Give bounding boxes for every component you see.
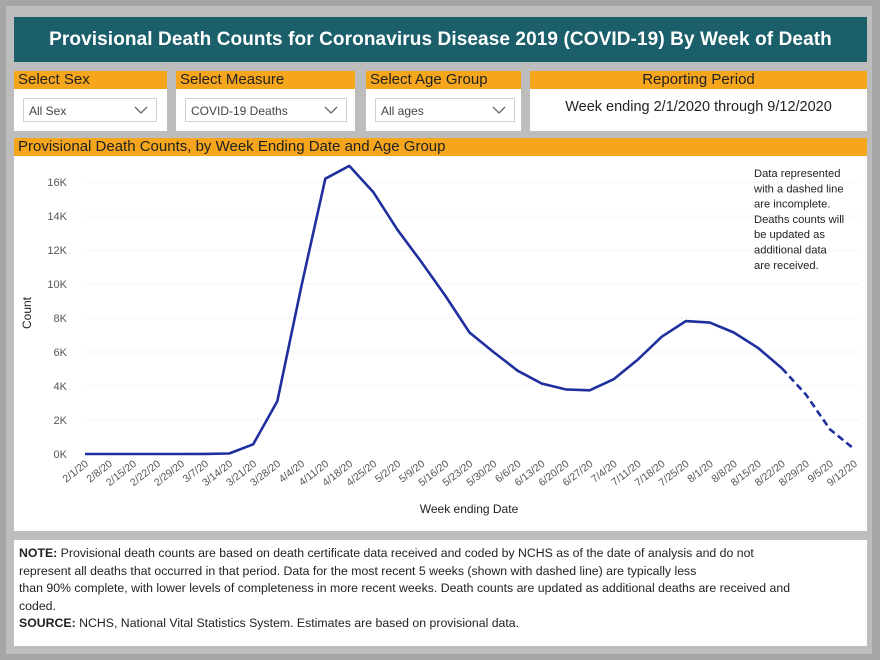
y-tick-label: 14K — [47, 211, 67, 223]
sex-filter-label: Select Sex — [14, 71, 167, 89]
age-filter-label: Select Age Group — [366, 71, 521, 89]
dashboard-title: Provisional Death Counts for Coronavirus… — [14, 17, 867, 62]
chevron-down-icon — [134, 106, 148, 114]
note-panel: NOTE: Provisional death counts are based… — [14, 540, 867, 646]
age-dropdown[interactable]: All ages — [375, 98, 515, 122]
y-axis-title: Count — [20, 296, 34, 329]
sex-dropdown[interactable]: All Sex — [23, 98, 157, 122]
x-axis-title: Week ending Date — [420, 502, 519, 516]
sex-dropdown-value: All Sex — [29, 104, 67, 118]
x-tick-label: 8/1/20 — [685, 458, 716, 486]
reporting-period-value: Week ending 2/1/2020 through 9/12/2020 — [565, 99, 832, 115]
chart-annotation-line: Deaths counts will — [754, 214, 844, 226]
y-tick-label: 0K — [54, 449, 68, 461]
dashboard-title-text: Provisional Death Counts for Coronavirus… — [49, 28, 832, 50]
chart-annotation-line: Data represented — [754, 168, 840, 180]
x-tick-label: 5/2/20 — [373, 458, 404, 486]
chart-panel-header: Provisional Death Counts, by Week Ending… — [14, 138, 867, 156]
y-tick-label: 6K — [54, 347, 68, 359]
source-text: NCHS, National Vital Statistics System. … — [75, 616, 520, 630]
line-chart: 0K2K4K6K8K10K12K14K16K2/1/202/8/202/15/2… — [20, 164, 860, 516]
age-dropdown-value: All ages — [381, 104, 424, 118]
chart-annotation-line: are incomplete. — [754, 199, 831, 211]
series-line-dashed — [780, 367, 855, 450]
sex-filter-card: Select Sex All Sex — [14, 71, 167, 131]
chart-annotation-line: are received. — [754, 260, 819, 272]
source-label: SOURCE: — [19, 616, 76, 630]
chart-annotation-line: be updated as — [754, 229, 825, 241]
note-paragraph: NOTE: Provisional death counts are based… — [19, 545, 862, 615]
measure-filter-card: Select Measure COVID-19 Deaths — [176, 71, 355, 131]
measure-filter-label: Select Measure — [176, 71, 355, 89]
y-tick-label: 12K — [47, 245, 67, 257]
note-text: Provisional death counts are based on de… — [19, 546, 791, 613]
measure-dropdown[interactable]: COVID-19 Deaths — [185, 98, 347, 122]
y-tick-label: 16K — [47, 177, 67, 189]
chart-annotation-line: with a dashed line — [753, 183, 844, 195]
chevron-down-icon — [324, 106, 338, 114]
y-tick-label: 10K — [47, 279, 67, 291]
chart-annotation-line: additional data — [754, 245, 828, 257]
reporting-period-label: Reporting Period — [530, 71, 867, 89]
reporting-period-card: Reporting Period Week ending 2/1/2020 th… — [530, 71, 867, 131]
y-tick-label: 8K — [54, 313, 68, 325]
chart-panel: Provisional Death Counts, by Week Ending… — [14, 138, 867, 531]
series-line-solid — [85, 164, 783, 456]
y-tick-label: 4K — [54, 381, 68, 393]
x-tick-label: 2/1/20 — [60, 458, 91, 486]
measure-dropdown-value: COVID-19 Deaths — [191, 104, 288, 118]
y-tick-label: 2K — [54, 415, 68, 427]
note-label: NOTE: — [19, 546, 58, 560]
source-paragraph: SOURCE: NCHS, National Vital Statistics … — [19, 615, 862, 633]
chevron-down-icon — [492, 106, 506, 114]
age-filter-card: Select Age Group All ages — [366, 71, 521, 131]
